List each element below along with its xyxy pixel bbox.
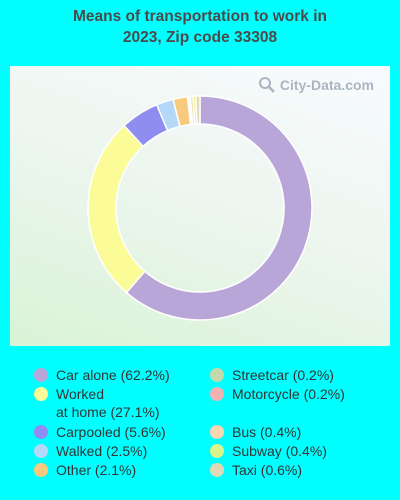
legend-item-other: Other (2.1%): [34, 461, 136, 479]
legend-swatch: [210, 463, 224, 477]
donut-slice-car-alone: [125, 95, 313, 321]
legend-label: Car alone (62.2%): [56, 367, 170, 383]
legend-label: Walked (2.5%): [56, 443, 148, 459]
watermark: City-Data.com: [258, 76, 374, 94]
legend-label: Other (2.1%): [56, 462, 137, 478]
donut-chart: [87, 95, 313, 321]
legend-item-worked-at-home: Worked at home (27.1%): [34, 385, 160, 421]
chart-title: Means of transportation to work in 2023,…: [0, 6, 400, 48]
legend-item-car-alone: Car alone (62.2%): [34, 366, 170, 384]
legend-item-carpooled: Carpooled (5.6%): [34, 423, 166, 441]
legend-label: Taxi (0.6%): [232, 462, 303, 478]
legend-label: Streetcar (0.2%): [232, 367, 334, 383]
legend-label: Subway (0.4%): [232, 443, 327, 459]
legend-swatch: [210, 387, 224, 401]
legend-label-line-2: at home (27.1%): [56, 404, 160, 420]
plot-area: City-Data.com: [10, 66, 390, 346]
legend-swatch: [34, 387, 48, 401]
legend-swatch: [34, 444, 48, 458]
chart-title-line-1: Means of transportation to work in: [72, 8, 328, 25]
legend-item-motorcycle: Motorcycle (0.2%): [210, 385, 345, 403]
legend-item-streetcar: Streetcar (0.2%): [210, 366, 334, 384]
legend-item-bus: Bus (0.4%): [210, 423, 301, 441]
legend-item-subway: Subway (0.4%): [210, 442, 327, 460]
legend-label: Motorcycle (0.2%): [232, 386, 345, 402]
legend-swatch: [34, 425, 48, 439]
chart-title-line-2: 2023, Zip code 33308: [122, 29, 278, 46]
legend: Car alone (62.2%) Worked at home (27.1%)…: [0, 366, 400, 486]
legend-swatch: [210, 425, 224, 439]
legend-label: Carpooled (5.6%): [56, 424, 166, 440]
legend-item-taxi: Taxi (0.6%): [210, 461, 302, 479]
legend-swatch: [210, 444, 224, 458]
legend-swatch: [34, 463, 48, 477]
legend-label: Bus (0.4%): [232, 424, 302, 440]
donut-slice-taxi: [195, 95, 201, 125]
donut-slice-worked-at-home: [87, 124, 146, 294]
magnifier-icon: [258, 77, 275, 93]
legend-label: Worked at home (27.1%): [56, 385, 160, 421]
legend-swatch: [34, 368, 48, 382]
legend-item-walked: Walked (2.5%): [34, 442, 147, 460]
legend-swatch: [210, 368, 224, 382]
watermark-text: City-Data.com: [279, 77, 374, 93]
legend-label-line-1: Worked: [56, 386, 104, 402]
